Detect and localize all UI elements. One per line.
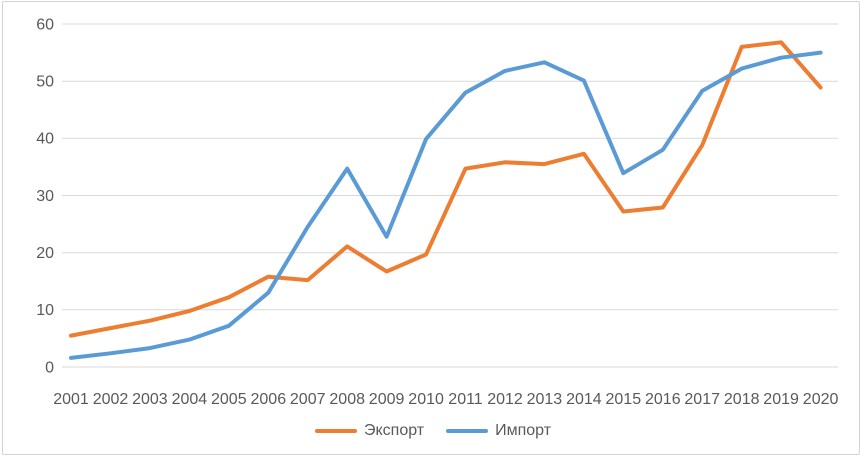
x-axis-tick-label: 2012: [487, 391, 523, 408]
x-axis-tick-label: 2002: [93, 391, 129, 408]
x-axis-tick-label: 2003: [132, 391, 168, 408]
y-axis-tick-label: 50: [36, 74, 54, 91]
series-line-import: [69, 50, 823, 360]
x-axis-tick-label: 2009: [369, 391, 405, 408]
y-axis-tick-label: 60: [36, 16, 54, 33]
y-axis-tick-label: 40: [36, 131, 54, 148]
x-axis-tick-label: 2017: [684, 391, 720, 408]
x-axis-tick-label: 2019: [763, 391, 799, 408]
chart-legend: Экспорт Импорт: [0, 420, 866, 442]
x-axis-tick-label: 2004: [172, 391, 208, 408]
x-axis-tick-label: 2016: [645, 391, 681, 408]
legend-swatch-export-icon: [314, 429, 357, 433]
chart-frame: [2, 1, 860, 455]
legend-swatch-import-icon: [446, 429, 489, 433]
x-axis-tick-label: 2013: [527, 391, 563, 408]
series-line-export: [69, 40, 823, 338]
x-axis-tick-label: 2008: [329, 391, 365, 408]
legend-label-export: Экспорт: [363, 422, 425, 439]
legend-label-import: Импорт: [495, 422, 552, 439]
x-axis-tick-label: 2005: [211, 391, 247, 408]
x-axis-tick-label: 2001: [53, 391, 89, 408]
x-axis-tick-label: 2020: [803, 391, 839, 408]
x-axis-tick-label: 2014: [566, 391, 602, 408]
x-axis-tick-label: 2011: [448, 391, 483, 408]
x-axis-tick-label: 2018: [724, 391, 760, 408]
y-axis-tick-label: 30: [36, 188, 54, 205]
x-axis-tick-label: 2010: [408, 391, 444, 408]
y-axis-tick-label: 0: [45, 359, 54, 376]
legend-item-import[interactable]: Импорт: [446, 423, 551, 439]
y-axis-tick-label: 10: [36, 302, 54, 319]
y-axis-tick-label: 20: [36, 245, 54, 262]
x-axis-tick-label: 2015: [606, 391, 642, 408]
x-axis-tick-label: 2006: [251, 391, 287, 408]
legend-item-export[interactable]: Экспорт: [314, 422, 425, 439]
x-axis-tick-label: 2007: [290, 391, 326, 408]
